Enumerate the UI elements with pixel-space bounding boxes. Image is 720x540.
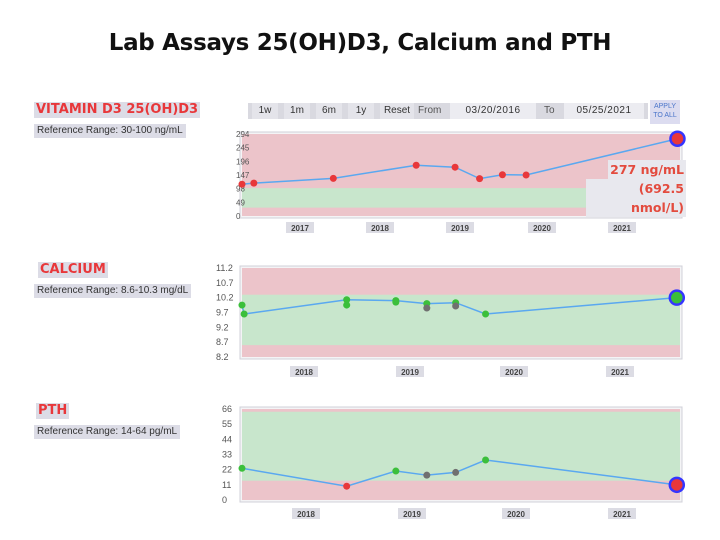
- vitamin-d-x-tick-bg: [286, 222, 314, 233]
- pth-x-tick-bg: [502, 508, 530, 519]
- range-6m-button[interactable]: 6m: [316, 103, 342, 119]
- vitamin-d-data-point: [522, 171, 530, 179]
- calcium-y-tick-label: 9.2: [216, 322, 229, 332]
- from-label: From: [418, 105, 442, 116]
- calcium-reference-range: Reference Range: 8.6-10.3 mg/dL: [34, 284, 192, 298]
- range-1w-button[interactable]: 1w: [252, 103, 278, 119]
- calcium-x-tick-bg: [290, 366, 318, 377]
- vitamin-d-y-tick-label: 98: [236, 185, 245, 194]
- pth-data-point: [423, 471, 431, 479]
- pth-data-point: [343, 482, 351, 490]
- vitamin-d-data-point: [250, 179, 258, 187]
- calcium-data-point: [343, 301, 351, 309]
- pth-data-point: [238, 464, 246, 472]
- apply-label: APPLY: [653, 103, 677, 110]
- to-label: To: [544, 105, 555, 116]
- pth-data-point: [482, 456, 490, 464]
- calcium-y-tick-label: 10.2: [216, 293, 234, 303]
- vitamin-d-y-tick-label: 147: [236, 171, 250, 180]
- calcium-y-tick-label: 8.7: [216, 337, 229, 347]
- calcium-y-tick-label: 11.2: [216, 263, 233, 273]
- pth-x-tick-label: 2020: [507, 510, 525, 519]
- vitamin-d-x-tick-bg: [446, 222, 474, 233]
- to-all-label: TO ALL: [653, 112, 677, 119]
- pth-x-tick-label: 2021: [613, 510, 631, 519]
- vitamin-d-x-tick-bg: [608, 222, 636, 233]
- vitamin-d-x-tick-label: 2017: [291, 224, 309, 233]
- range-1m-button[interactable]: 1m: [284, 103, 310, 119]
- vitamin-d-reference-band: [242, 188, 680, 208]
- vitamin-d-x-tick-bg: [366, 222, 394, 233]
- calcium-data-point: [482, 310, 490, 318]
- latest-value: 277 ng/mL: [608, 160, 686, 179]
- calcium-data-point: [238, 301, 246, 309]
- vitamin-d-x-tick-label: 2018: [371, 224, 389, 233]
- calcium-y-tick-label: 9.7: [216, 308, 229, 318]
- vitamin-d-y-tick-label: 0: [236, 212, 241, 221]
- calcium-data-point: [392, 298, 400, 306]
- pth-x-tick-bg: [398, 508, 426, 519]
- vitamin-d-x-tick-label: 2021: [613, 224, 631, 233]
- calcium-series-line: [241, 296, 677, 315]
- calcium-data-point: [452, 302, 460, 310]
- calcium-data-point: [343, 296, 351, 304]
- pth-x-tick-label: 2019: [403, 510, 421, 519]
- vitamin-d-data-point: [498, 171, 506, 179]
- reset-button[interactable]: Reset: [380, 103, 414, 119]
- calcium-data-point: [423, 304, 431, 312]
- pth-y-tick-label: 0: [222, 495, 227, 505]
- vitamin-d-data-point: [451, 163, 459, 171]
- vitamin-d-y-tick-label: 196: [236, 157, 250, 166]
- to-date-input[interactable]: 05/25/2021: [564, 103, 644, 119]
- pth-title: PTH: [36, 403, 70, 419]
- calcium-title: CALCIUM: [38, 262, 108, 278]
- calcium-x-tick-bg: [606, 366, 634, 377]
- pth-x-tick-bg: [292, 508, 320, 519]
- pth-y-tick-label: 11: [222, 480, 231, 490]
- calcium-x-tick-label: 2019: [401, 368, 419, 377]
- vitamin-d-x-tick-bg: [528, 222, 556, 233]
- latest-converted-value: (692.5 nmol/L): [586, 179, 686, 217]
- pth-x-tick-label: 2018: [297, 510, 315, 519]
- pth-y-tick-label: 33: [222, 450, 232, 460]
- calcium-x-tick-label: 2021: [611, 368, 629, 377]
- pth-x-tick-bg: [608, 508, 636, 519]
- pth-reference-band: [242, 411, 680, 481]
- vitamin-d-reference-range: Reference Range: 30-100 ng/mL: [34, 124, 186, 138]
- vitamin-d-latest-point: [669, 130, 686, 147]
- calcium-x-tick-label: 2018: [295, 368, 313, 377]
- vitamin-d-x-tick-label: 2020: [533, 224, 551, 233]
- slide-title: Lab Assays 25(OH)D3, Calcium and PTH: [108, 30, 612, 56]
- vitamin-d-data-point: [329, 174, 337, 182]
- pth-latest-point: [668, 476, 686, 494]
- vitamin-d-x-tick-label: 2019: [451, 224, 469, 233]
- calcium-x-tick-bg: [500, 366, 528, 377]
- vitamin-d-y-tick-label: 294: [236, 130, 250, 139]
- vitamin-d-data-point: [412, 161, 420, 169]
- pth-y-tick-label: 55: [222, 419, 232, 429]
- vitamin-d-data-point: [476, 175, 484, 183]
- vitamin-d-title: VITAMIN D3 25(OH)D3: [34, 102, 201, 118]
- calcium-y-tick-label: 8.2: [216, 352, 229, 362]
- calcium-x-tick-bg: [396, 366, 424, 377]
- pth-y-tick-label: 66: [222, 404, 232, 414]
- vitamin-d-y-tick-label: 245: [236, 144, 250, 153]
- vitamin-d-y-tick-label: 49: [236, 198, 245, 207]
- date-range-toolbar: 1w 1m 6m 1y Reset From 03/20/2016 To 05/…: [248, 103, 648, 119]
- vitamin-d-data-point: [238, 180, 246, 188]
- calcium-latest-point: [668, 289, 686, 306]
- vitamin-d-latest-callout: 277 ng/mL (692.5 nmol/L): [586, 160, 686, 217]
- pth-y-tick-label: 22: [222, 465, 232, 475]
- calcium-data-point: [240, 310, 248, 318]
- from-date-input[interactable]: 03/20/2016: [450, 103, 536, 119]
- pth-reference-range: Reference Range: 14-64 pg/mL: [34, 425, 181, 439]
- calcium-y-tick-label: 10.7: [216, 278, 234, 288]
- calcium-x-tick-label: 2020: [505, 368, 523, 377]
- pth-data-point: [452, 468, 460, 476]
- range-1y-button[interactable]: 1y: [348, 103, 374, 119]
- pth-data-point: [392, 467, 400, 475]
- apply-to-all-button[interactable]: APPLY TO ALL: [650, 100, 680, 124]
- pth-y-tick-label: 44: [222, 434, 232, 444]
